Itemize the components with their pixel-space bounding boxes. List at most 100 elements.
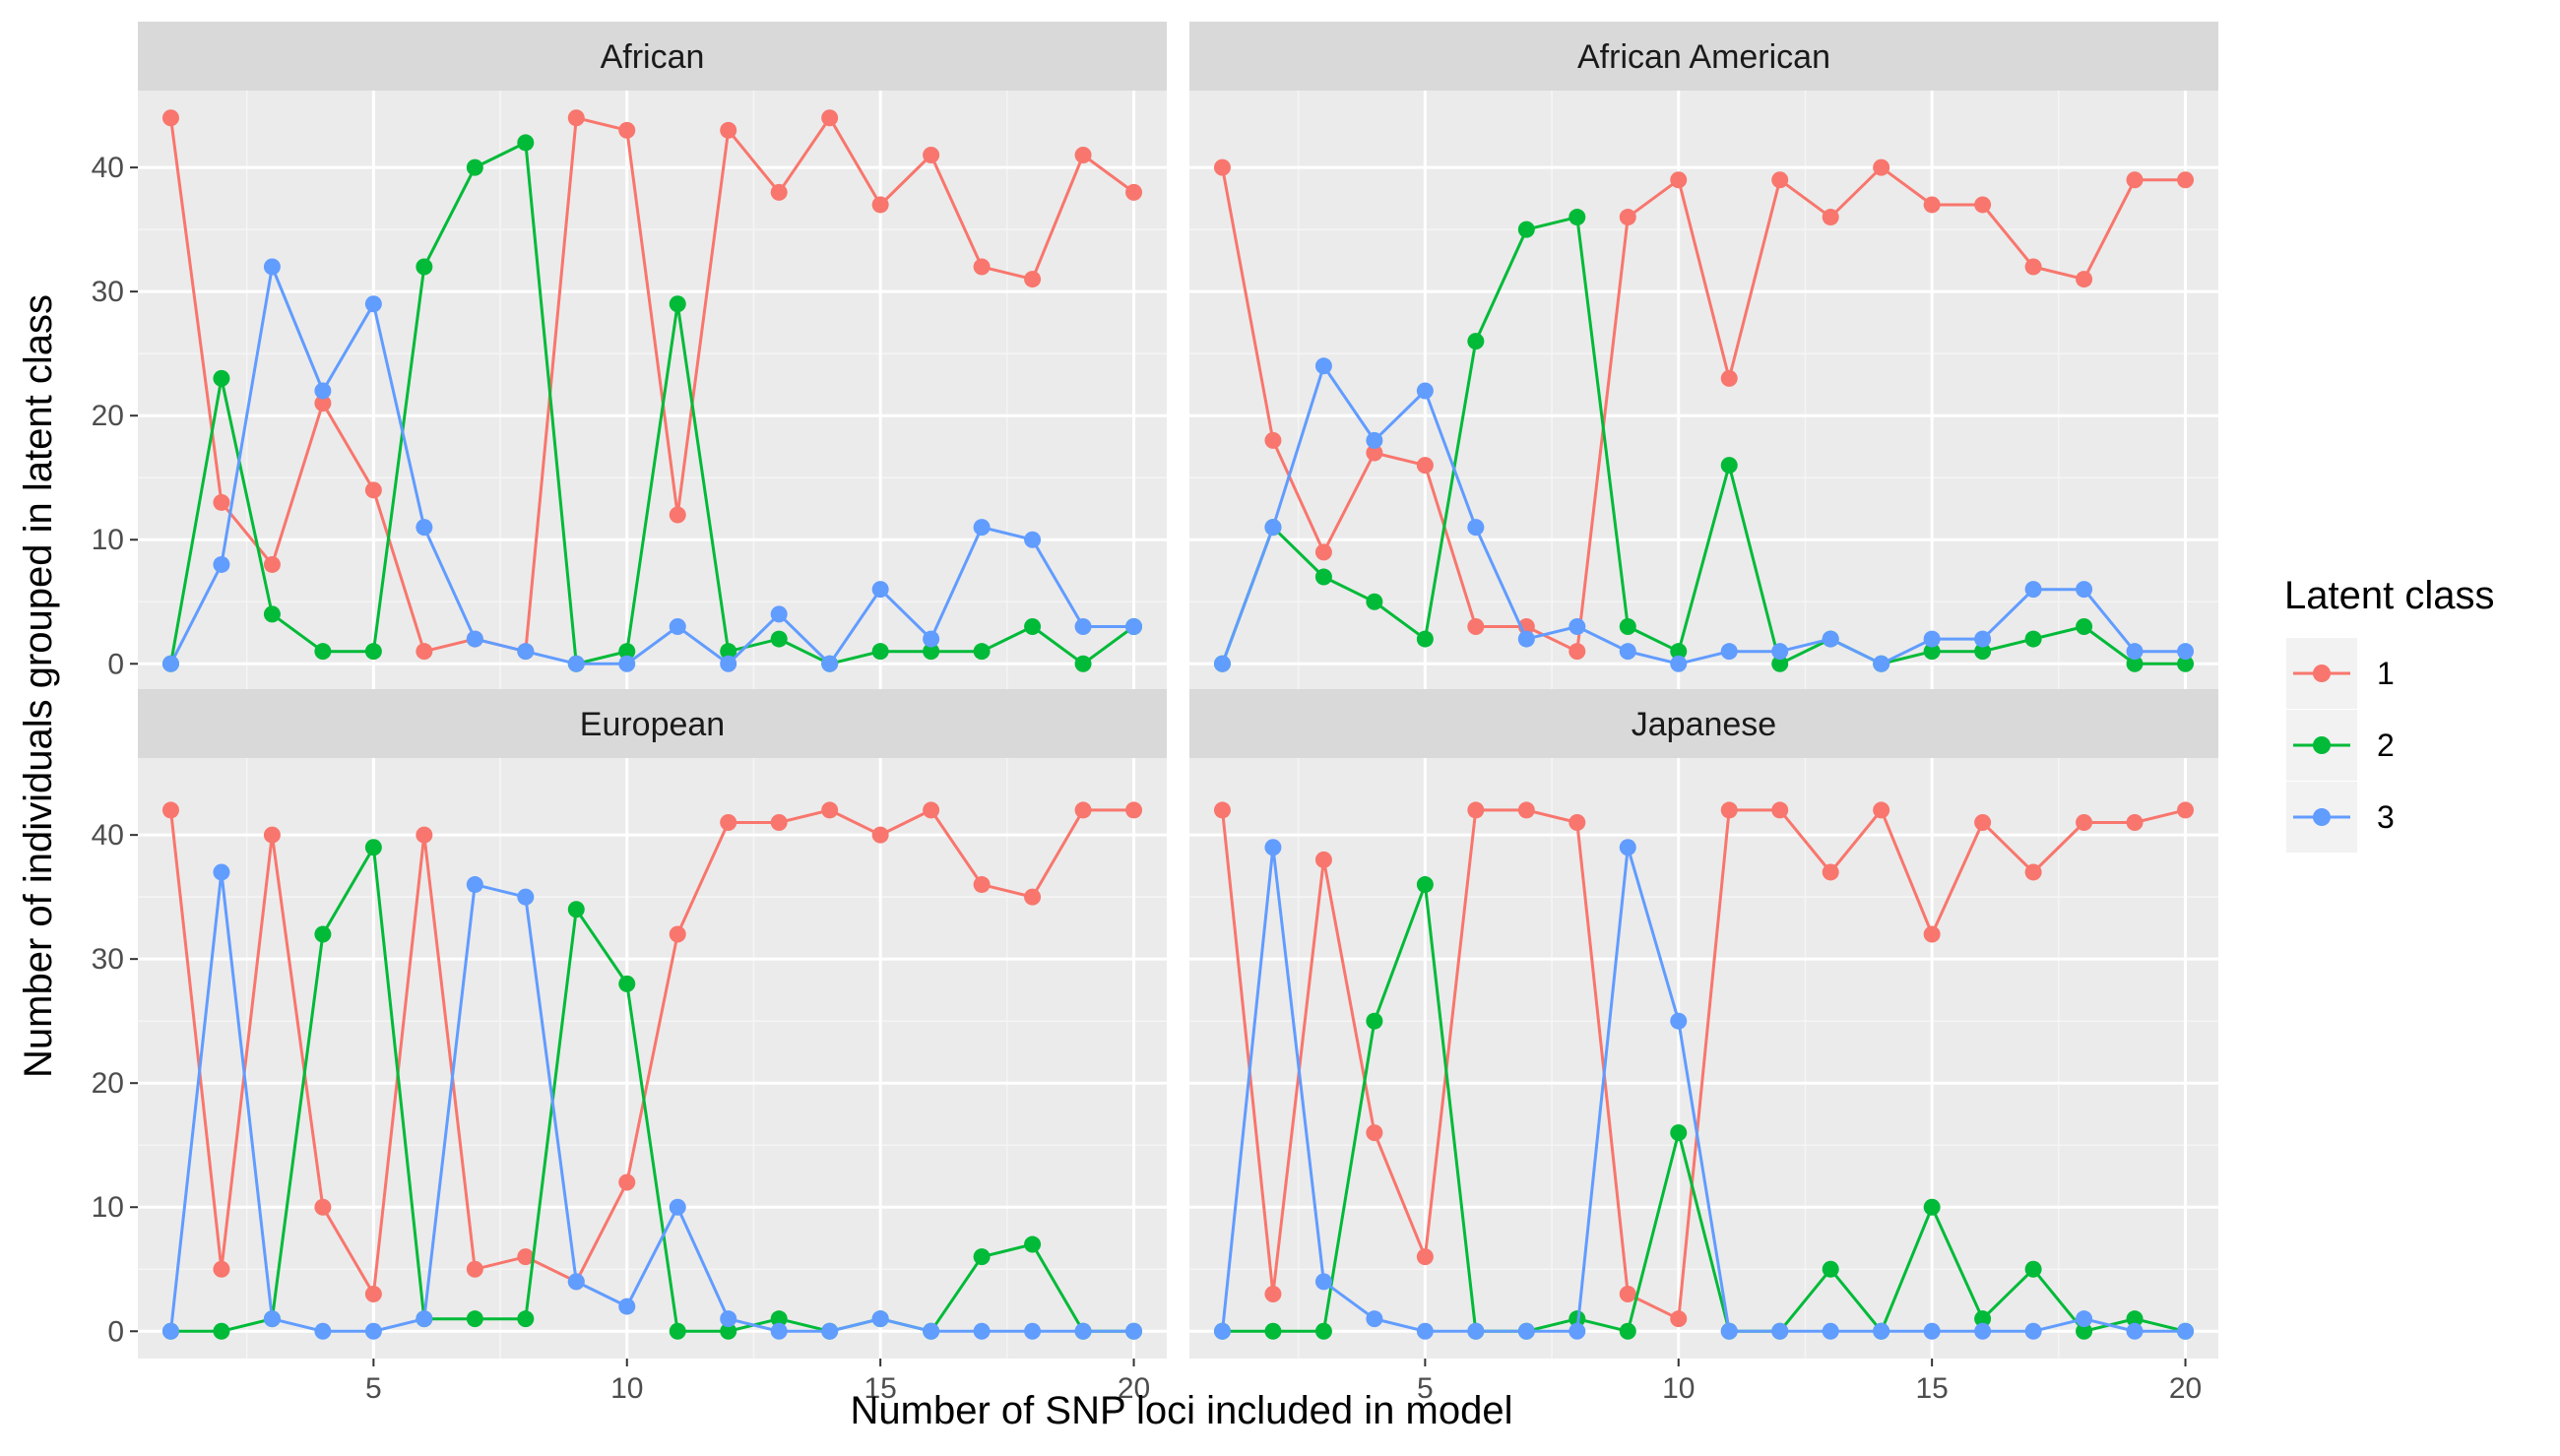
series-line-class-3 xyxy=(169,870,1134,1333)
data-point-class-1 xyxy=(923,801,940,819)
data-point-class-2 xyxy=(1314,568,1332,586)
data-point-class-2 xyxy=(213,1322,230,1340)
data-point-class-3 xyxy=(263,258,281,276)
data-point-class-3 xyxy=(1517,1322,1535,1340)
plot-background xyxy=(138,91,1167,691)
data-point-class-3 xyxy=(1873,1322,1890,1340)
data-point-class-3 xyxy=(1771,1322,1789,1340)
y-tick-label: 10 xyxy=(92,524,124,556)
data-point-class-1 xyxy=(669,925,686,943)
x-tick-label: 20 xyxy=(1118,1372,1150,1405)
data-point-class-1 xyxy=(2076,814,2093,832)
data-point-class-1 xyxy=(1213,158,1231,176)
data-point-class-3 xyxy=(2126,1322,2144,1340)
facet-title: African American xyxy=(1577,38,1830,76)
data-point-class-1 xyxy=(2177,801,2195,819)
data-point-class-1 xyxy=(466,1260,483,1278)
data-point-class-3 xyxy=(416,1310,433,1328)
data-point-class-3 xyxy=(1670,655,1688,672)
data-point-class-1 xyxy=(1568,643,1586,661)
data-point-class-1 xyxy=(1213,801,1231,819)
data-point-class-1 xyxy=(213,1260,230,1278)
data-point-class-1 xyxy=(1974,814,1992,832)
legend-key-point xyxy=(2313,665,2331,682)
data-point-class-2 xyxy=(1366,1012,1383,1030)
data-point-class-1 xyxy=(263,555,281,573)
data-point-class-3 xyxy=(1720,643,1738,661)
facet-strip xyxy=(1189,22,2218,91)
data-point-class-1 xyxy=(263,826,281,844)
data-point-class-2 xyxy=(466,1310,483,1328)
data-point-class-1 xyxy=(1314,543,1332,561)
y-tick-label: 20 xyxy=(92,400,124,432)
legend: Latent class 1 2 3 xyxy=(2284,574,2494,853)
legend-entry-3: 3 xyxy=(2286,782,2395,853)
legend-label: 2 xyxy=(2377,728,2395,763)
data-point-class-2 xyxy=(1923,643,1941,661)
data-point-class-1 xyxy=(1264,1285,1282,1302)
data-point-class-2 xyxy=(364,643,382,661)
data-point-class-3 xyxy=(720,1310,737,1328)
data-point-class-1 xyxy=(1720,369,1738,387)
data-point-class-3 xyxy=(161,655,179,672)
series-line-class-3 xyxy=(169,265,1134,665)
data-point-class-2 xyxy=(1974,643,1992,661)
data-point-class-3 xyxy=(2177,643,2195,661)
data-point-class-2 xyxy=(314,643,332,661)
x-tick-label: 10 xyxy=(1662,1372,1695,1405)
data-point-class-1 xyxy=(2024,863,2042,881)
data-point-class-1 xyxy=(1517,801,1535,819)
data-point-class-2 xyxy=(517,1310,535,1328)
data-point-class-2 xyxy=(1619,1322,1636,1340)
data-point-class-1 xyxy=(1619,1285,1636,1302)
data-point-class-2 xyxy=(1517,221,1535,238)
data-point-class-3 xyxy=(213,555,230,573)
data-point-class-2 xyxy=(770,630,788,648)
data-point-class-3 xyxy=(1720,1322,1738,1340)
data-point-class-3 xyxy=(1619,643,1636,661)
data-point-class-1 xyxy=(618,121,636,139)
data-point-class-1 xyxy=(364,1285,382,1302)
data-point-class-2 xyxy=(1467,333,1485,350)
x-tick-label: 15 xyxy=(864,1372,896,1405)
data-point-class-3 xyxy=(517,643,535,661)
data-point-class-2 xyxy=(720,643,737,661)
data-point-class-1 xyxy=(1024,271,1042,288)
data-point-class-3 xyxy=(1467,519,1485,537)
series-line-class-1 xyxy=(169,808,1134,1296)
series-line-class-2 xyxy=(1222,883,2186,1333)
data-point-class-3 xyxy=(517,888,535,906)
data-point-class-2 xyxy=(1670,1124,1688,1142)
data-point-class-3 xyxy=(2024,581,2042,599)
legend-key-point xyxy=(2313,736,2331,754)
data-point-class-1 xyxy=(1125,183,1143,201)
data-point-class-2 xyxy=(1416,876,1434,894)
data-point-class-3 xyxy=(364,1322,382,1340)
data-point-class-3 xyxy=(2076,581,2093,599)
data-point-class-2 xyxy=(2177,655,2195,672)
legend-title: Latent class xyxy=(2284,574,2494,617)
data-point-class-3 xyxy=(1264,519,1282,537)
legend-label: 1 xyxy=(2377,656,2395,691)
data-point-class-2 xyxy=(263,605,281,623)
data-point-class-1 xyxy=(161,801,179,819)
data-point-class-2 xyxy=(669,1322,686,1340)
data-point-class-1 xyxy=(1074,147,1092,164)
data-point-class-3 xyxy=(1024,531,1042,548)
data-point-class-2 xyxy=(973,643,991,661)
data-point-class-1 xyxy=(2024,258,2042,276)
data-point-class-3 xyxy=(314,1322,332,1340)
data-point-class-2 xyxy=(2076,1322,2093,1340)
data-point-class-1 xyxy=(1923,196,1941,214)
panel-japanese: Japanese 5 10 15 20 xyxy=(1189,689,2218,1405)
data-point-class-3 xyxy=(1771,643,1789,661)
data-point-class-2 xyxy=(2076,617,2093,635)
data-point-class-1 xyxy=(1467,617,1485,635)
data-point-class-3 xyxy=(466,876,483,894)
data-point-class-3 xyxy=(1974,1322,1992,1340)
data-point-class-3 xyxy=(1568,617,1586,635)
data-point-class-3 xyxy=(1416,1322,1434,1340)
data-point-class-1 xyxy=(314,1198,332,1216)
data-point-class-2 xyxy=(2024,630,2042,648)
